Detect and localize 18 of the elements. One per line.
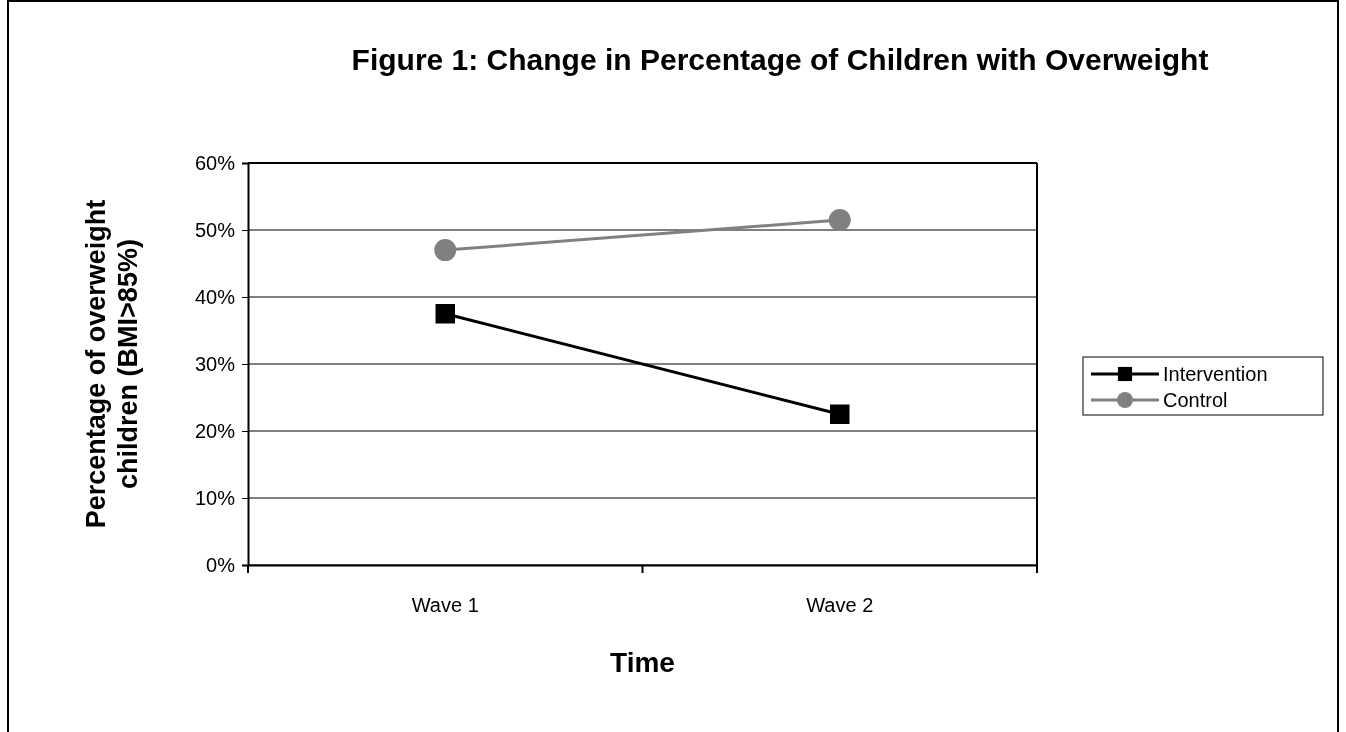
- y-tick-label: 50%: [194, 218, 236, 241]
- y-tick-label: 0%: [206, 553, 236, 576]
- y-axis-title: Percentage of overweight children (BMI>85%): [81, 199, 144, 529]
- point: [828, 208, 851, 231]
- y-tick-label: 60%: [194, 151, 236, 174]
- x-tick-label: Wave 2: [806, 594, 874, 616]
- y-tick-label: 30%: [194, 352, 236, 375]
- point: [830, 404, 850, 424]
- legend-label: Intervention: [1163, 363, 1268, 385]
- legend-label: Control: [1163, 389, 1228, 411]
- y-tick-label: 20%: [194, 419, 236, 442]
- point: [434, 239, 457, 262]
- point: [435, 304, 455, 324]
- x-tick-label: Wave 1: [411, 594, 479, 616]
- chart-title: Figure 1: Change in Percentage of Children with Overweight: [351, 43, 1209, 76]
- x-axis-title: Time: [610, 647, 675, 678]
- y-tick-label: 40%: [194, 285, 236, 308]
- y-tick-label: 10%: [194, 486, 236, 509]
